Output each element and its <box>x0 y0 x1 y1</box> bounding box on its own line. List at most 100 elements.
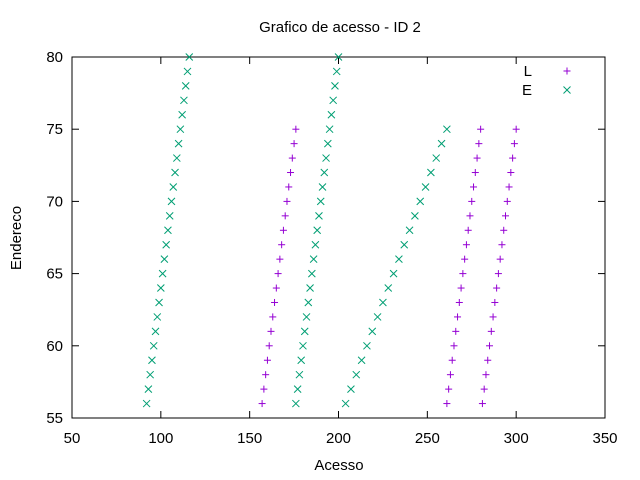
data-point-l <box>452 327 460 335</box>
data-point-e <box>309 255 318 264</box>
x-tick-label: 200 <box>326 430 351 447</box>
y-tick-label: 55 <box>46 410 63 427</box>
data-point-e <box>149 341 158 350</box>
data-point-l <box>287 169 295 177</box>
data-point-e <box>158 269 167 278</box>
data-point-e <box>320 168 329 177</box>
x-tick-label: 100 <box>148 430 173 447</box>
plot-frame <box>71 56 606 419</box>
data-point-l <box>478 400 486 408</box>
data-point-l <box>473 154 481 162</box>
data-point-l <box>285 183 293 191</box>
data-point-e <box>307 269 316 278</box>
data-point-l <box>443 400 451 408</box>
data-point-e <box>167 197 176 206</box>
data-point-e <box>185 53 194 61</box>
data-point-l <box>477 125 485 133</box>
data-point-e <box>352 370 361 379</box>
data-point-e <box>389 269 398 278</box>
data-point-l <box>274 270 282 278</box>
data-point-e <box>443 125 451 134</box>
data-point-l <box>496 255 504 263</box>
data-point-l <box>464 226 472 234</box>
x-tick-label: 300 <box>504 430 529 447</box>
data-point-e <box>156 284 165 292</box>
data-point-e <box>151 327 160 336</box>
data-point-e <box>357 356 366 365</box>
data-point-e <box>181 82 190 90</box>
data-point-l <box>498 241 506 249</box>
data-point-e <box>405 226 414 235</box>
data-point-l <box>457 284 465 292</box>
data-point-e <box>174 139 183 148</box>
y-tick-label: 80 <box>46 49 63 66</box>
data-point-l <box>279 226 287 234</box>
data-point-l <box>493 284 501 292</box>
chart-title: Grafico de acesso - ID 2 <box>259 19 421 36</box>
data-point-e <box>331 82 339 90</box>
data-point-e <box>368 327 377 336</box>
data-point-e <box>148 356 156 365</box>
data-point-l <box>512 125 520 133</box>
legend-marker <box>563 86 571 94</box>
data-point-e <box>411 211 419 220</box>
data-point-l <box>283 197 291 205</box>
data-point-e <box>293 385 302 393</box>
data-point-l <box>491 298 499 306</box>
y-tick-label: 70 <box>46 193 63 210</box>
data-point-e <box>315 211 323 220</box>
data-point-l <box>482 371 490 379</box>
data-point-l <box>265 342 273 350</box>
x-tick-label: 350 <box>592 430 617 447</box>
x-axis: 50 100 150 200 250 300 350 <box>64 57 618 447</box>
data-point-e <box>297 356 306 365</box>
data-point-l <box>455 298 463 306</box>
data-point-e <box>176 125 185 134</box>
data-point-l <box>510 140 518 148</box>
data-point-e <box>165 211 174 220</box>
data-point-e <box>155 298 163 307</box>
data-point-e <box>306 284 314 292</box>
data-point-e <box>373 313 382 321</box>
data-point-e <box>304 298 313 307</box>
data-point-l <box>290 140 298 148</box>
data-point-l <box>292 125 300 133</box>
data-point-e <box>146 370 155 379</box>
y-axis: 55 60 65 70 75 80 <box>46 49 605 427</box>
data-point-e <box>323 139 332 148</box>
data-point-l <box>276 255 284 263</box>
data-point-e <box>432 154 441 162</box>
data-point-e <box>384 284 393 292</box>
data-point-l <box>489 313 497 321</box>
data-point-l <box>470 183 478 191</box>
data-point-l <box>445 385 453 393</box>
data-point-l <box>468 197 476 205</box>
data-point-l <box>258 400 266 408</box>
data-point-e <box>313 226 322 235</box>
data-point-l <box>454 313 462 321</box>
data-point-e <box>169 183 178 191</box>
data-point-l <box>281 212 289 220</box>
data-point-e <box>316 197 325 206</box>
data-point-l <box>466 212 474 220</box>
data-point-e <box>329 96 338 105</box>
data-point-l <box>486 342 494 350</box>
data-point-e <box>437 139 446 148</box>
data-point-e <box>142 399 151 408</box>
legend-label: L <box>524 63 532 80</box>
data-point-e <box>332 67 341 76</box>
data-point-e <box>327 110 336 119</box>
data-point-e <box>162 240 171 249</box>
data-point-l <box>505 183 513 191</box>
data-point-l <box>503 197 511 205</box>
data-point-l <box>278 241 286 249</box>
data-point-e <box>334 53 343 61</box>
data-point-e <box>144 385 153 393</box>
data-point-l <box>271 298 279 306</box>
y-axis-title: Endereco <box>8 206 25 270</box>
data-point-l <box>484 356 492 364</box>
data-point-e <box>341 399 350 408</box>
data-point-e <box>183 67 192 76</box>
data-point-e <box>178 110 187 119</box>
